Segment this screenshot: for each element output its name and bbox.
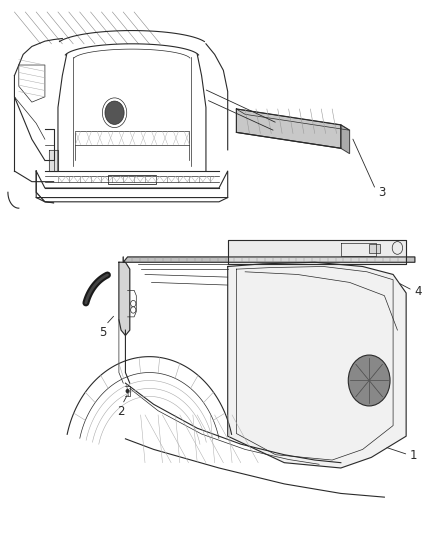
Polygon shape	[228, 262, 406, 468]
Polygon shape	[341, 125, 350, 154]
Polygon shape	[119, 262, 130, 335]
Polygon shape	[237, 109, 350, 130]
Circle shape	[131, 307, 136, 313]
Circle shape	[105, 101, 124, 124]
Bar	[369, 244, 380, 253]
Text: 2: 2	[117, 406, 124, 418]
Polygon shape	[228, 240, 406, 264]
Text: 3: 3	[378, 186, 385, 199]
Text: 5: 5	[99, 326, 107, 339]
Text: 4: 4	[414, 285, 421, 298]
Text: 1: 1	[409, 449, 417, 462]
Bar	[108, 175, 156, 184]
Circle shape	[348, 355, 390, 406]
Polygon shape	[123, 257, 415, 262]
Circle shape	[131, 301, 136, 307]
Polygon shape	[49, 150, 58, 171]
Circle shape	[126, 389, 129, 393]
Polygon shape	[237, 109, 341, 148]
